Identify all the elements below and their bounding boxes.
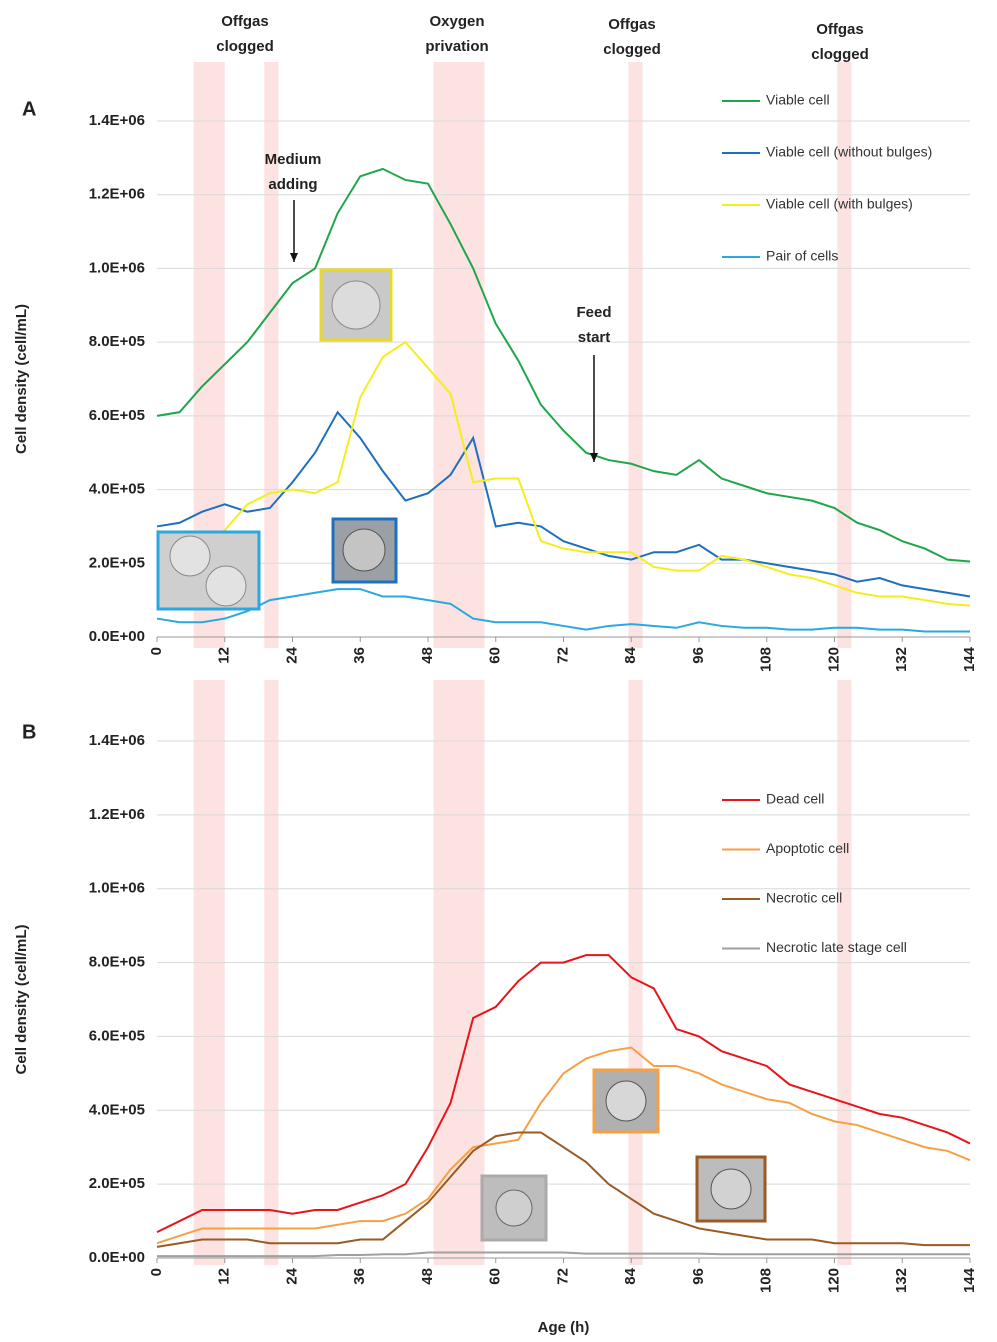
y-tick-label: 2.0E+05	[89, 554, 145, 571]
x-tick-label: 72	[554, 647, 571, 664]
y-tick-label: 1.4E+06	[89, 732, 145, 749]
cell-icon	[496, 1190, 532, 1226]
x-tick-label: 84	[622, 646, 639, 663]
y-axis-title: Cell density (cell/mL)	[13, 304, 30, 454]
y-tick-label: 8.0E+05	[89, 333, 145, 350]
x-tick-label: 36	[351, 647, 368, 664]
y-tick-label: 1.0E+06	[89, 880, 145, 897]
x-tick-label: 60	[487, 647, 504, 664]
x-tick-label: 24	[283, 1267, 300, 1284]
x-tick-label: 12	[216, 1268, 233, 1285]
shaded-region	[434, 680, 485, 1265]
x-tick-label: 120	[825, 1268, 842, 1293]
x-tick-label: 132	[893, 647, 910, 672]
cell-icon	[711, 1169, 751, 1209]
shaded-region	[628, 680, 642, 1265]
legend-label: Viable cell (without bulges)	[766, 144, 932, 160]
panel-letter: A	[22, 98, 36, 120]
x-tick-label: 48	[419, 1268, 436, 1285]
y-tick-label: 1.0E+06	[89, 259, 145, 276]
legend-label: Pair of cells	[766, 248, 838, 264]
x-tick-label: 96	[690, 647, 707, 664]
y-tick-label: 1.2E+06	[89, 186, 145, 203]
y-tick-label: 6.0E+05	[89, 407, 145, 424]
x-tick-label: 84	[622, 1267, 639, 1284]
y-axis-title: Cell density (cell/mL)	[13, 924, 30, 1074]
x-tick-label: 12	[216, 647, 233, 664]
cell-icon	[170, 536, 210, 576]
y-tick-label: 4.0E+05	[89, 1101, 145, 1118]
x-tick-label: 108	[758, 647, 775, 672]
x-tick-label: 72	[554, 1268, 571, 1285]
x-tick-label: 144	[961, 646, 978, 672]
y-tick-label: 2.0E+05	[89, 1175, 145, 1192]
legend-label: Necrotic cell	[766, 890, 842, 906]
figure: A 0.0E+00 2.0E+05 4.0E+05 6.0E+05 8.0E+05 1.0E…	[0, 0, 997, 1342]
shaded-region	[264, 62, 278, 648]
cell-icon	[343, 529, 385, 571]
cell-icon	[332, 281, 380, 329]
shaded-region	[264, 680, 278, 1265]
y-tick-label: 1.2E+06	[89, 806, 145, 823]
x-tick-label: 108	[758, 1268, 775, 1293]
x-tick-label: 132	[893, 1268, 910, 1293]
x-tick-label: 0	[148, 647, 165, 655]
shaded-region	[194, 680, 225, 1265]
x-tick-label: 60	[487, 1268, 504, 1285]
panel-letter: B	[22, 721, 36, 743]
arrow-head	[290, 253, 298, 262]
cell-icon	[206, 566, 246, 606]
cell-icon	[606, 1081, 646, 1121]
x-tick-label: 96	[690, 1268, 707, 1285]
legend-label: Necrotic late stage cell	[766, 939, 907, 955]
x-tick-label: 24	[283, 646, 300, 663]
cell-image	[158, 532, 259, 609]
legend-label: Apoptotic cell	[766, 840, 849, 856]
y-tick-label: 0.0E+00	[89, 1249, 145, 1266]
y-tick-label: 4.0E+05	[89, 481, 145, 498]
x-tick-label: 144	[961, 1267, 978, 1293]
x-axis-title: Age (h)	[538, 1319, 590, 1336]
legend-label: Viable cell	[766, 92, 830, 108]
y-tick-label: 1.4E+06	[89, 112, 145, 129]
x-tick-label: 36	[351, 1268, 368, 1285]
legend-label: Viable cell (with bulges)	[766, 196, 913, 212]
plot-layer: A 0.0E+00 2.0E+05 4.0E+05 6.0E+05 8.0E+05 1.0E…	[13, 13, 978, 1336]
x-tick-label: 0	[148, 1268, 165, 1276]
legend-label: Dead cell	[766, 791, 824, 807]
y-tick-label: 0.0E+00	[89, 628, 145, 645]
shaded-region	[837, 680, 851, 1265]
shaded-region	[434, 62, 485, 648]
y-tick-label: 6.0E+05	[89, 1027, 145, 1044]
arrow-head	[590, 453, 598, 462]
y-tick-label: 8.0E+05	[89, 954, 145, 971]
x-tick-label: 48	[419, 647, 436, 664]
x-tick-label: 120	[825, 647, 842, 672]
